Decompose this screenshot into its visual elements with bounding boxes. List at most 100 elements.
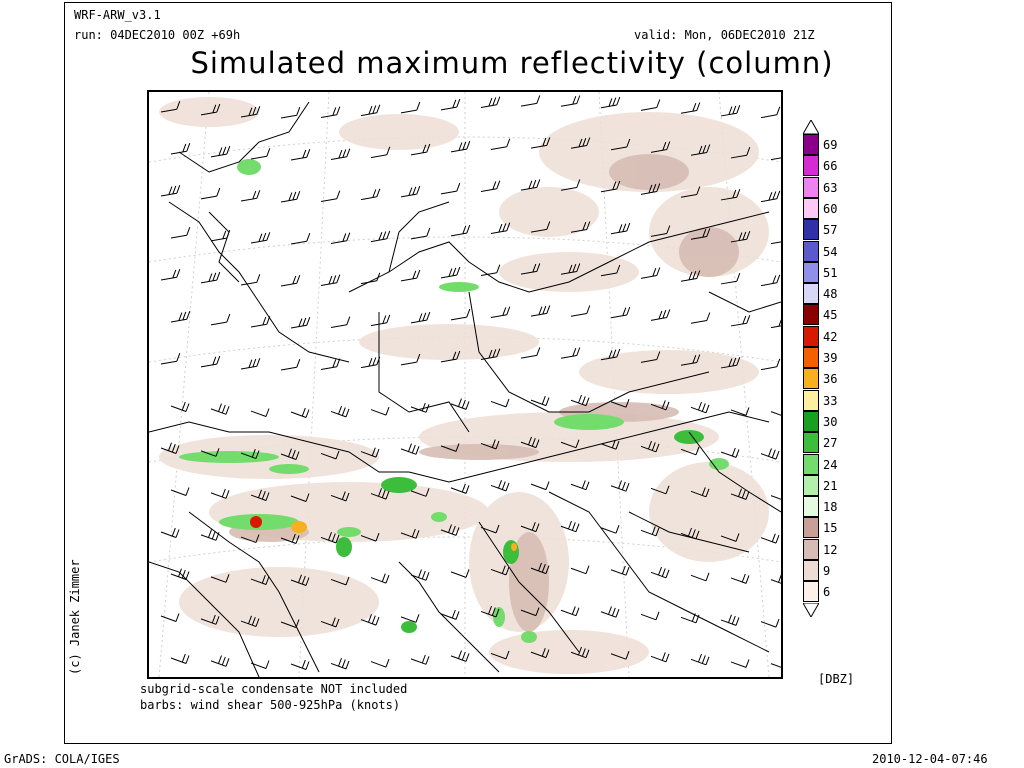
wind-barb [290, 407, 310, 418]
colorbar-swatch [803, 517, 819, 539]
wind-barb [160, 185, 181, 197]
wind-barb [520, 347, 541, 359]
wind-barb [440, 443, 460, 452]
wind-barb [210, 403, 230, 415]
wind-barb [690, 401, 710, 414]
wind-barb [210, 574, 230, 583]
wind-barb [570, 305, 591, 317]
wind-barb [320, 358, 341, 370]
wind-barb [400, 353, 421, 366]
wind-barb [170, 401, 190, 412]
wind-barb [560, 263, 581, 275]
wind-barb [570, 137, 591, 149]
wind-barb [760, 190, 781, 203]
wind-barb [770, 319, 781, 329]
wind-barb [370, 573, 390, 584]
colorbar-label: 15 [823, 521, 838, 536]
colorbar-bottom-arrow [803, 603, 819, 617]
colorbar-label: 12 [823, 542, 838, 557]
wind-barb [530, 396, 550, 407]
colorbar-label: 39 [823, 351, 838, 365]
wind-barb [400, 528, 420, 539]
colorbar-swatch [803, 410, 819, 432]
wind-barb [360, 447, 380, 458]
colorbar-label: 6 [823, 585, 831, 600]
wind-barb [770, 574, 781, 584]
wind-barb [770, 157, 781, 161]
wind-barb [730, 147, 751, 159]
colorbar-label: 36 [823, 372, 838, 387]
colorbar-swatch [803, 453, 819, 475]
colorbar-swatch [803, 304, 819, 326]
wind-barb [210, 229, 231, 242]
colorbar-label: 63 [823, 180, 838, 195]
wind-barb [610, 651, 630, 660]
wind-barb [530, 562, 550, 575]
wind-barb [240, 449, 260, 459]
wind-barb [570, 565, 590, 575]
model-label: WRF-ARW_v3.1 [74, 8, 161, 22]
wind-barb [210, 655, 230, 667]
wind-barb [440, 98, 461, 111]
wind-barb [370, 314, 391, 327]
wind-barb [240, 358, 261, 370]
wind-barb [520, 263, 541, 275]
wind-barb [680, 446, 700, 456]
wind-barb [240, 190, 261, 202]
colorbar-swatch [803, 560, 819, 581]
wind-barb [450, 308, 471, 321]
wind-barb [250, 316, 271, 328]
wind-barb [680, 186, 701, 198]
wind-barb [490, 306, 511, 318]
colorbar-label: 60 [823, 201, 838, 216]
wind-barb [560, 179, 581, 191]
wind-barb [200, 614, 220, 625]
reflectivity-map [147, 90, 783, 679]
colorbar-label: 48 [823, 287, 838, 302]
wind-barb [160, 353, 181, 365]
wind-barb [530, 137, 551, 149]
wind-barb [320, 532, 340, 544]
wind-barb [170, 143, 191, 155]
colorbar-label: 42 [823, 329, 838, 344]
wind-barb [610, 222, 631, 235]
wind-barb [250, 232, 271, 244]
wind-barb [160, 101, 181, 113]
wind-barb [570, 394, 590, 407]
colorbar-swatch [803, 432, 819, 454]
wind-barb [170, 311, 191, 323]
wind-barb [250, 489, 270, 501]
wind-barb [330, 406, 350, 418]
wind-barb [760, 618, 780, 628]
wind-barb [440, 182, 461, 195]
wind-barb [410, 227, 431, 240]
wind-barb [640, 440, 660, 453]
wind-barb [290, 659, 310, 670]
wind-barb [450, 224, 471, 237]
wind-barb [610, 565, 630, 576]
colorbar-swatch [803, 496, 819, 518]
wind-barb [560, 606, 580, 617]
wind-barb [400, 185, 421, 198]
wind-barb [360, 272, 381, 285]
wind-barb [520, 522, 540, 533]
wind-barb [690, 653, 710, 666]
wind-barb [450, 398, 470, 410]
wind-barb [690, 228, 711, 240]
wind-barb [480, 96, 501, 108]
colorbar-swatch [803, 368, 819, 390]
colorbar-swatch [803, 240, 819, 262]
wind-barb [250, 575, 270, 585]
wind-barb [250, 660, 270, 669]
wind-barb [640, 351, 661, 363]
wind-barb [600, 439, 620, 450]
wind-barb [410, 569, 430, 581]
colorbar-label: 33 [823, 393, 838, 408]
wind-barb [520, 607, 540, 617]
wind-barb [760, 358, 781, 371]
wind-barb [720, 533, 740, 542]
wind-barb [520, 436, 540, 449]
wind-barb [570, 221, 591, 233]
wind-barb [360, 356, 381, 369]
colorbar-top-arrow [803, 120, 819, 134]
